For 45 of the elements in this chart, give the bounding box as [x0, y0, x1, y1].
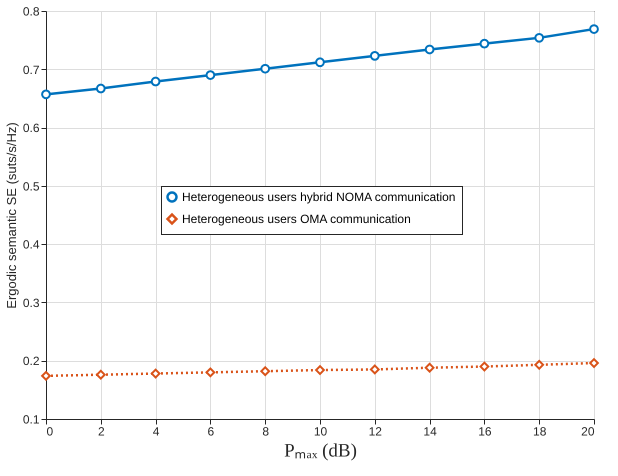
x-tick-label: 4 — [152, 424, 160, 438]
point — [589, 24, 599, 34]
y-tick-label: 0.3 — [22, 296, 40, 310]
y-tick-label: 0.2 — [22, 354, 40, 368]
y-tick-label: 0.1 — [22, 412, 40, 426]
point — [534, 360, 544, 370]
x-tick-label: 12 — [368, 424, 382, 438]
y-tick-label: 0.8 — [22, 4, 40, 18]
point — [315, 57, 325, 68]
x-tick-label: 16 — [478, 424, 492, 438]
x-tick-label: 18 — [533, 424, 547, 438]
x-tick-label: 6 — [208, 424, 215, 438]
point — [41, 370, 51, 381]
point — [150, 76, 160, 86]
x-tick-label: 0 — [46, 424, 54, 438]
x-tick-label: 10 — [314, 424, 328, 438]
legend-label: Heterogeneous users OMA communication — [182, 212, 411, 226]
point — [589, 358, 599, 368]
point — [480, 362, 490, 372]
point — [206, 368, 216, 378]
point — [41, 89, 51, 100]
x-axis-title: Pₘₐₓ (dB) — [284, 440, 357, 462]
point — [370, 364, 380, 374]
y-tick-label: 0.5 — [22, 179, 40, 194]
point — [96, 370, 106, 380]
x-tick-label: 14 — [423, 424, 438, 438]
point — [424, 44, 434, 54]
point — [315, 365, 325, 375]
point — [206, 70, 216, 80]
point — [150, 368, 160, 378]
point — [480, 38, 490, 49]
x-tick-label: 2 — [98, 424, 105, 438]
point — [260, 64, 270, 74]
y-axis-title: Ergodic semantic SE (suts/s/Hz) — [4, 122, 19, 309]
y-tick-label: 0.6 — [22, 121, 40, 136]
y-tick-label: 0.4 — [22, 238, 40, 252]
y-tick-label: 0.7 — [22, 62, 40, 77]
x-tick-label: 20 — [581, 424, 595, 438]
legend-label: Heterogeneous users hybrid NOMA communication — [182, 190, 456, 204]
point — [96, 84, 106, 94]
point — [260, 366, 270, 376]
x-tick-label: 8 — [262, 424, 270, 438]
point — [424, 362, 434, 373]
point — [370, 51, 380, 61]
point — [534, 32, 544, 43]
